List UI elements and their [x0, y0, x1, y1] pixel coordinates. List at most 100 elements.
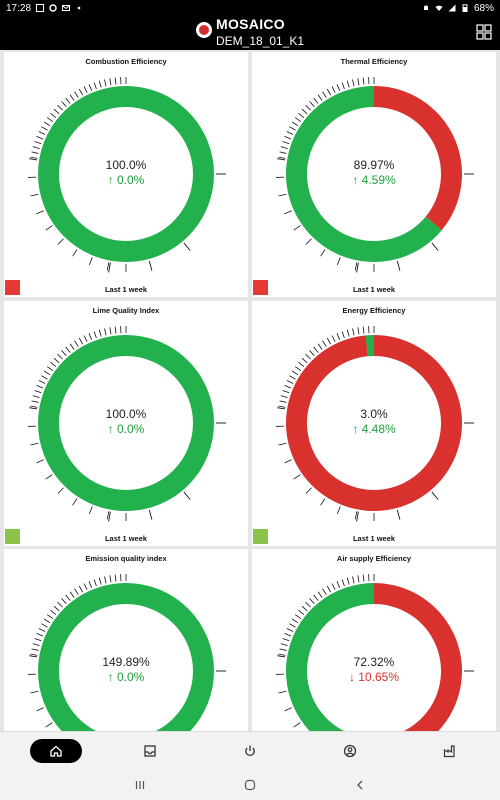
device-name: DEM_18_01_K1 — [216, 34, 305, 48]
gauge-chart — [28, 574, 226, 731]
gauge-tick — [336, 506, 341, 515]
gauge-value: 72.32% — [353, 655, 395, 669]
gauge-tick — [36, 136, 44, 140]
gauge-tick — [431, 491, 439, 500]
gauge-tick — [93, 331, 97, 339]
gauge-tick — [396, 260, 401, 271]
gauge-tick — [93, 579, 97, 587]
gauge-tick — [362, 77, 365, 85]
gauge-tick — [41, 126, 48, 131]
gauge-tick — [341, 331, 345, 339]
scroll-region[interactable]: Emission quality index 149.89% ↑ 0.0% Ai… — [0, 549, 500, 731]
kpi-card-energy-efficiency[interactable]: Energy Efficiency 3.0% ↑ 4.48% Last 1 we… — [252, 301, 496, 546]
nav-factory[interactable] — [430, 739, 470, 763]
gauge-tick — [61, 101, 67, 107]
gauge-tick — [61, 598, 67, 604]
back-button[interactable] — [350, 776, 370, 794]
gauge-tick — [65, 594, 71, 601]
gauge-tick — [106, 511, 110, 520]
gauge-tick — [38, 628, 46, 632]
gauge-tick — [69, 343, 75, 350]
gauge-tick — [36, 210, 44, 215]
gauge-tick — [346, 577, 350, 585]
gauge-tick — [114, 574, 117, 582]
nav-power[interactable] — [230, 739, 270, 763]
gauge-tick — [78, 585, 83, 593]
gauge-tick — [326, 337, 331, 345]
gauge-tick — [57, 238, 64, 245]
gauge-tick — [331, 335, 336, 343]
gauge-tick — [291, 121, 299, 127]
gauge-tick — [284, 385, 292, 389]
account-icon — [343, 744, 357, 758]
recents-button[interactable] — [130, 776, 150, 794]
gauge-tick — [396, 509, 401, 520]
nav-inbox[interactable] — [130, 739, 170, 763]
app-bar: MOSAICO DEM_18_01_K1 — [0, 16, 500, 50]
gauge-tick — [46, 366, 54, 371]
gauge-tick — [305, 487, 312, 494]
gauge-tick — [346, 80, 350, 88]
gauge-tick — [109, 327, 112, 335]
bottom-navigation — [0, 731, 500, 769]
gauge-tick — [57, 601, 63, 608]
gauge-tick — [106, 262, 110, 271]
kpi-card-air-supply-efficiency[interactable]: Air supply Efficiency 72.32% ↓ 10.65% — [252, 549, 496, 731]
gauge-tick — [148, 260, 153, 271]
gauge-tick — [277, 655, 286, 658]
gauge-tick — [41, 375, 48, 380]
nav-home[interactable] — [30, 739, 82, 763]
battery-percent: 68% — [473, 2, 494, 14]
gauge-tick — [282, 638, 290, 642]
gauge-tick — [30, 653, 38, 656]
gauge-tick — [357, 575, 360, 583]
gauge-tick — [278, 653, 286, 656]
gauge-tick — [357, 327, 360, 335]
power-icon — [245, 745, 255, 756]
circle-home-icon — [244, 779, 256, 791]
gauge-tick — [298, 609, 305, 615]
gauge-tick — [291, 618, 299, 624]
kpi-card-combustion-efficiency[interactable]: Combustion Efficiency 100.0% ↑ 0.0% Last… — [4, 52, 248, 297]
nav-account[interactable] — [330, 739, 370, 763]
gauge-tick — [341, 579, 345, 587]
gauge-tick — [88, 581, 93, 588]
gauge-tick — [279, 648, 287, 651]
gauge-chart — [28, 77, 226, 273]
gauge-tick — [322, 91, 327, 98]
gauge-tick — [301, 357, 308, 364]
grid-view-icon[interactable] — [476, 24, 492, 40]
gauge-tick — [31, 400, 39, 403]
gauge-tick — [331, 86, 336, 94]
gauge-tick — [104, 576, 107, 584]
gauge-tick — [317, 343, 323, 350]
kpi-card-emission-quality-index[interactable]: Emission quality index 149.89% ↑ 0.0% — [4, 549, 248, 731]
gauge-tick — [284, 136, 292, 140]
gauge-value: 89.97% — [353, 158, 395, 172]
gauge-green-arc — [365, 335, 374, 357]
gauge-tick — [38, 131, 46, 135]
gauge-tick — [313, 346, 319, 353]
gauge-tick — [309, 101, 315, 107]
gauge-tick — [34, 390, 42, 394]
gauge-tick — [83, 583, 88, 591]
gauge-tick — [317, 591, 323, 598]
gauge-tick — [65, 346, 71, 353]
gauge-tick — [277, 407, 286, 410]
gauge-tick — [278, 156, 286, 159]
gauge-tick — [286, 380, 294, 384]
gauge-tick — [326, 88, 331, 96]
home-icon — [50, 745, 62, 757]
card-title: Air supply Efficiency — [336, 554, 412, 563]
gauge-tick — [88, 84, 93, 91]
gauge-tick — [336, 84, 341, 91]
gauge-tick — [313, 97, 319, 104]
kpi-card-lime-quality-index[interactable]: Lime Quality Index 100.0% ↑ 0.0% Last 1 … — [4, 301, 248, 546]
gauge-value: 149.89% — [102, 655, 150, 669]
gauge-tick — [278, 442, 287, 446]
gauge-tick — [36, 707, 44, 712]
kpi-card-thermal-efficiency[interactable]: Thermal Efficiency 89.97% ↑ 4.59% Last 1… — [252, 52, 496, 297]
gauge-tick — [309, 598, 315, 604]
home-button[interactable] — [240, 776, 260, 794]
gauge-tick — [98, 577, 102, 585]
